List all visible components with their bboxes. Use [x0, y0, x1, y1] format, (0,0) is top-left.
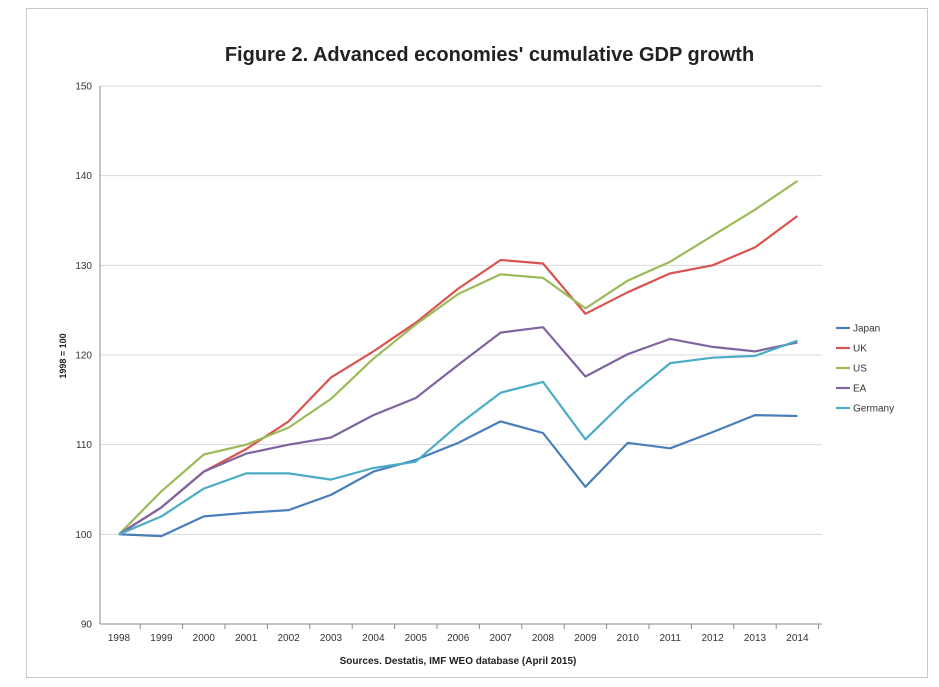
- y-tick-label: 100: [75, 530, 92, 541]
- x-tick-label: 2011: [659, 633, 681, 644]
- x-tick-labels: 1998 1999 2000 2001 2002 2003 2004 2005 2006 2007…: [108, 624, 820, 644]
- x-tick-label: 2006: [447, 633, 470, 644]
- x-tick-label: 2013: [744, 633, 767, 644]
- y-tick-label: 110: [76, 440, 92, 451]
- legend-label-us: US: [853, 364, 867, 375]
- y-tick-label: 130: [75, 261, 92, 272]
- gridlines: [99, 85, 822, 625]
- x-tick-label: 2014: [786, 633, 809, 644]
- x-tick-label: 2000: [193, 633, 216, 644]
- y-tick-label: 140: [75, 171, 92, 182]
- y-tick-labels: 90 100 110 120 130 140 150: [75, 82, 92, 631]
- x-tick-label: 2001: [235, 633, 258, 644]
- chart-title: Figure 2. Advanced economies' cumulative…: [224, 44, 755, 66]
- legend-label-japan: Japan: [853, 324, 880, 335]
- x-tick-label: 2005: [405, 633, 428, 644]
- series-line-japan: [118, 414, 798, 538]
- series-line-uk: [118, 215, 799, 536]
- series-line-ea: [118, 326, 798, 536]
- x-tick-label: 2010: [617, 633, 640, 644]
- x-tick-label: 2009: [574, 633, 597, 644]
- legend-label-ea: EA: [853, 384, 867, 395]
- x-tick-label: 1998: [108, 633, 131, 644]
- legend: Japan UK US EA Germany: [836, 324, 894, 415]
- y-tick-label: 90: [81, 620, 93, 631]
- x-tick-label: 2004: [362, 633, 385, 644]
- x-axis-label: Sources. Destatis, IMF WEO database (Apr…: [340, 656, 577, 667]
- x-tick-label: 2002: [277, 633, 300, 644]
- x-tick-label: 1999: [150, 633, 173, 644]
- series-line-germany: [118, 339, 798, 536]
- series-line-us: [118, 180, 799, 536]
- y-tick-label: 120: [75, 351, 92, 362]
- x-tick-label: 2008: [532, 633, 555, 644]
- x-tick-label: 2003: [320, 633, 343, 644]
- y-axis-label: 1998 = 100: [58, 333, 68, 378]
- legend-label-uk: UK: [853, 344, 867, 355]
- x-tick-label: 2007: [489, 633, 512, 644]
- chart-frame: [26, 8, 928, 678]
- x-tick-label: 2012: [701, 633, 724, 644]
- series-lines: [118, 180, 799, 538]
- y-tick-label: 150: [75, 82, 92, 93]
- legend-label-germany: Germany: [853, 404, 894, 415]
